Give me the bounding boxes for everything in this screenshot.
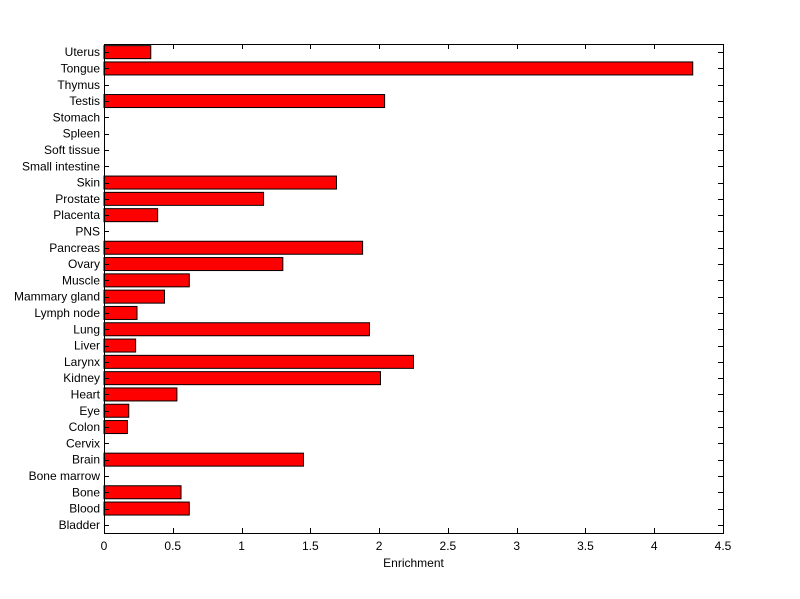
bar-prostate <box>103 191 265 206</box>
bar-heart <box>103 387 178 402</box>
bar-skin <box>103 175 337 190</box>
x-tick-label: 4.5 <box>715 539 732 553</box>
y-tick-label: Brain <box>72 453 100 467</box>
plot-frame <box>104 44 724 534</box>
y-tick-label: Bladder <box>59 518 100 532</box>
x-tick-label: 3.5 <box>577 539 594 553</box>
x-tick-label: 3 <box>513 539 520 553</box>
x-tick-label: 1.5 <box>302 539 319 553</box>
y-tick-label: Ovary <box>68 257 100 271</box>
y-tick-label: Colon <box>69 420 100 434</box>
x-tick-label: 4 <box>651 539 658 553</box>
bar-blood <box>103 501 190 516</box>
y-tick-label: Mammary gland <box>14 290 100 304</box>
bar-eye <box>103 403 130 418</box>
y-tick-label: Lung <box>73 322 100 336</box>
y-tick-label: Spleen <box>63 127 100 141</box>
x-axis-label: Enrichment <box>383 556 444 570</box>
bar-placenta <box>103 208 159 223</box>
x-axis: 0 0.5 1 1.5 2 2.5 3 3.5 4 4.5 <box>101 44 732 553</box>
bar-larynx <box>103 354 414 369</box>
y-tick-label: Tongue <box>61 61 101 75</box>
x-tick-label: 2 <box>376 539 383 553</box>
y-tick-label: Kidney <box>63 371 100 385</box>
x-tick-label: 2.5 <box>440 539 457 553</box>
x-tick-label: 0 <box>101 539 108 553</box>
x-tick-label: 0.5 <box>164 539 181 553</box>
bars-layer <box>103 45 694 516</box>
x-tick-label: 1 <box>238 539 245 553</box>
y-tick-label: Placenta <box>53 208 100 222</box>
bar-lymph-node <box>103 305 138 320</box>
y-axis: Uterus Tongue Thymus Testis Stomach Spleen Sof… <box>14 45 723 532</box>
bar-pancreas <box>103 240 364 255</box>
bar-bone <box>103 485 182 500</box>
y-tick-label: Eye <box>79 404 100 418</box>
y-tick-label: Bone <box>72 485 100 499</box>
y-tick-label: Bone marrow <box>29 469 101 483</box>
y-tick-label: Small intestine <box>22 159 100 173</box>
y-tick-label: Blood <box>69 502 100 516</box>
y-tick-label: Prostate <box>55 192 100 206</box>
y-tick-label: Stomach <box>53 110 100 124</box>
y-tick-label: Uterus <box>65 45 100 59</box>
y-tick-label: Heart <box>71 387 101 401</box>
y-tick-label: Soft tissue <box>44 143 100 157</box>
y-tick-label: Lymph node <box>34 306 100 320</box>
bar-mammary-gland <box>103 289 166 304</box>
y-tick-label: Liver <box>74 339 100 353</box>
y-tick-label: Cervix <box>66 436 100 450</box>
y-tick-label: Thymus <box>57 78 100 92</box>
y-tick-label: Pancreas <box>49 241 100 255</box>
bar-brain <box>103 452 304 467</box>
bar-ovary <box>103 257 284 272</box>
bar-lung <box>103 322 370 337</box>
y-tick-label: Larynx <box>64 355 100 369</box>
bar-liver <box>103 338 137 353</box>
y-tick-label: Testis <box>69 94 100 108</box>
bar-kidney <box>103 371 381 386</box>
bar-tongue <box>103 61 694 76</box>
bar-testis <box>103 94 386 109</box>
y-tick-label: Muscle <box>62 273 100 287</box>
y-tick-label: PNS <box>75 224 100 238</box>
y-tick-label: Skin <box>77 176 100 190</box>
bar-muscle <box>103 273 190 288</box>
bar-uterus <box>103 45 152 60</box>
